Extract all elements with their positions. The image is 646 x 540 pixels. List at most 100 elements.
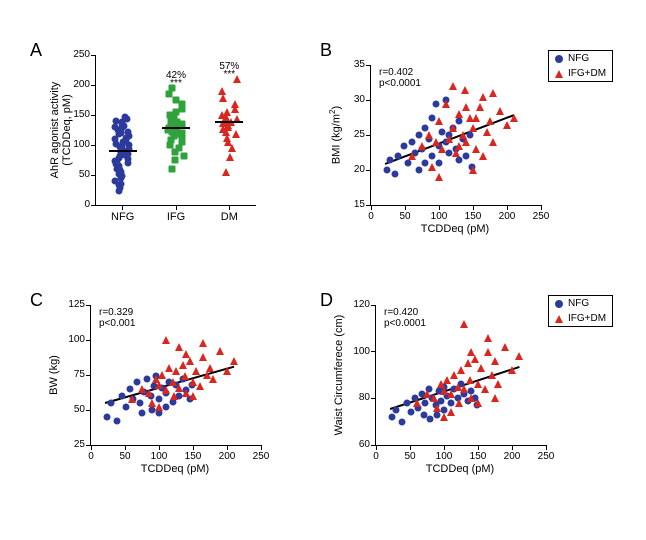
data-point <box>481 385 489 393</box>
panel-letter: D <box>320 290 333 311</box>
legend: NFGIFG+DM <box>548 50 613 82</box>
data-point <box>449 124 457 132</box>
data-point <box>474 399 482 407</box>
legend-item: IFG+DM <box>549 311 612 326</box>
data-point <box>420 411 427 418</box>
data-point <box>231 100 239 108</box>
data-point <box>155 403 163 411</box>
data-point <box>445 135 453 143</box>
data-point <box>501 343 509 351</box>
x-tick-label: 0 <box>359 211 383 222</box>
y-tick-label: 100 <box>342 346 370 357</box>
data-point <box>186 357 194 365</box>
data-point <box>491 357 499 365</box>
y-tick-label: 75 <box>57 369 85 380</box>
data-point <box>415 167 422 174</box>
data-point <box>145 389 153 397</box>
data-point <box>452 149 460 157</box>
data-point <box>427 416 434 423</box>
data-point <box>226 153 234 161</box>
data-point <box>457 366 465 374</box>
x-tick-label: 50 <box>113 451 137 462</box>
data-point <box>123 404 130 411</box>
data-point <box>121 113 128 120</box>
data-point <box>449 82 457 90</box>
x-tick-label: 100 <box>147 451 171 462</box>
data-point <box>484 348 492 356</box>
stats-text: r=0.402 p<0.0001 <box>379 67 421 89</box>
data-point <box>476 103 484 111</box>
x-tick-label: 0 <box>364 451 388 462</box>
data-point <box>166 91 173 98</box>
data-point <box>189 392 197 400</box>
x-tick-label: 150 <box>181 451 205 462</box>
x-axis-label: TCDDeq (pM) <box>370 223 540 235</box>
data-point <box>230 357 238 365</box>
data-point <box>415 132 422 139</box>
data-point <box>162 404 169 411</box>
data-point <box>387 156 394 163</box>
data-point <box>436 160 443 167</box>
data-point <box>460 385 468 393</box>
data-point <box>483 128 491 136</box>
x-tick-label: 200 <box>500 451 524 462</box>
data-point <box>223 367 231 375</box>
legend-item: NFG <box>549 296 612 311</box>
data-point <box>199 353 207 361</box>
data-point <box>469 166 477 174</box>
data-point <box>219 94 227 102</box>
data-point <box>466 376 474 384</box>
data-point <box>471 355 479 363</box>
y-tick-label: 25 <box>57 439 85 450</box>
data-point <box>172 157 179 164</box>
data-point <box>477 364 485 372</box>
x-tick-label: 150 <box>466 451 490 462</box>
data-point <box>389 414 396 421</box>
x-tick-label: 150 <box>461 211 485 222</box>
data-point <box>395 153 402 160</box>
data-point <box>181 372 189 380</box>
data-point <box>435 173 443 181</box>
data-point <box>467 348 475 356</box>
data-point <box>435 117 443 125</box>
y-axis-label: BMI (kg/m2) <box>328 65 343 205</box>
data-point <box>413 399 421 407</box>
data-point <box>232 130 240 138</box>
data-point <box>455 110 463 118</box>
data-point <box>469 124 477 132</box>
data-point <box>233 75 241 83</box>
data-point <box>405 160 412 167</box>
plot-B: 1520253035050100150200250r=0.402 p<0.000… <box>370 65 541 206</box>
data-point <box>168 85 175 92</box>
data-point <box>515 352 523 360</box>
data-point <box>104 414 111 421</box>
median-line <box>109 150 137 152</box>
data-point <box>112 118 119 125</box>
data-point <box>461 86 469 94</box>
data-point <box>484 334 492 342</box>
plot-D: 6080100120050100150200250r=0.420 p<0.000… <box>375 305 546 446</box>
data-point <box>218 87 226 95</box>
x-tick-label: 100 <box>432 451 456 462</box>
y-tick-label: 80 <box>342 392 370 403</box>
data-point <box>438 145 446 153</box>
x-tick-label: 250 <box>529 211 553 222</box>
data-point <box>462 103 470 111</box>
data-point <box>139 409 146 416</box>
data-point <box>455 142 463 150</box>
data-point <box>400 142 407 149</box>
x-tick-label: 200 <box>215 451 239 462</box>
data-point <box>432 100 439 107</box>
data-point <box>179 101 186 108</box>
data-point <box>408 152 416 160</box>
y-tick-label: 100 <box>57 334 85 345</box>
data-point <box>503 121 511 129</box>
data-point <box>403 400 410 407</box>
data-point <box>510 114 518 122</box>
y-tick-label: 125 <box>57 299 85 310</box>
data-point <box>408 409 415 416</box>
data-point <box>433 404 441 412</box>
data-point <box>496 107 504 115</box>
data-point <box>393 407 400 414</box>
data-point <box>508 366 516 374</box>
